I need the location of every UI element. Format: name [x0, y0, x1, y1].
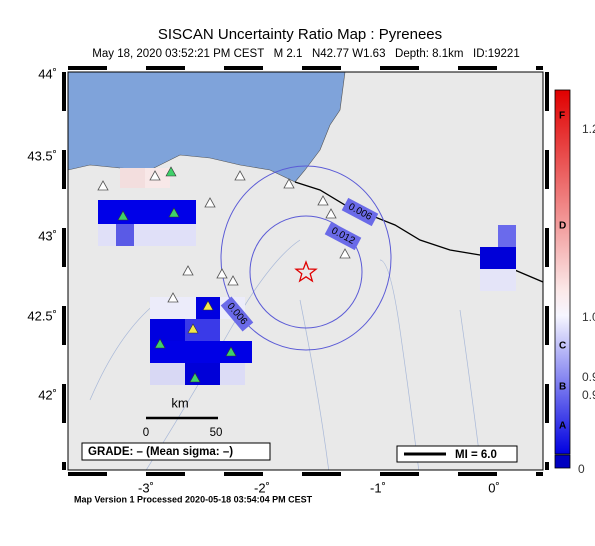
- colorbar-value: 1.0: [582, 310, 595, 324]
- lat-label: 42˚: [38, 387, 57, 402]
- intensity: MI = 6.0: [455, 449, 497, 461]
- colorbar: F D C B A 1.2 1.0 0.9 0.9 0: [554, 89, 595, 476]
- grade-letter: B: [559, 382, 566, 393]
- scale-start: 0: [143, 427, 149, 439]
- map-area: 0.006 0.012 0.006 km 0 50 GRADE: – (Mean…: [68, 72, 543, 470]
- colorbar-value: 0: [578, 462, 585, 476]
- colorbar-value: 0.9: [582, 370, 595, 384]
- lat-label: 43˚: [38, 228, 57, 243]
- subtitle: May 18, 2020 03:52:21 PM CEST M 2.1 N42.…: [92, 48, 519, 60]
- scale-end: 50: [210, 427, 223, 439]
- lon-label: -3˚: [138, 480, 154, 495]
- title: SISCAN Uncertainty Ratio Map : Pyrenees: [158, 26, 442, 43]
- grade-letter: D: [559, 221, 566, 232]
- grade-letter: A: [559, 421, 566, 432]
- lat-label: 43.5˚: [27, 148, 57, 163]
- lon-label: -2˚: [254, 480, 270, 495]
- scale-unit: km: [171, 395, 188, 410]
- colorbar-value: 1.2: [582, 122, 595, 136]
- colorbar-value: 0.9: [582, 388, 595, 402]
- grid-cells: [98, 168, 516, 385]
- lat-label: 44˚: [38, 66, 57, 81]
- grade-letter: F: [559, 111, 565, 122]
- footer: Map Version 1 Processed 2020-05-18 03:54…: [74, 494, 313, 504]
- lon-label: 0˚: [488, 480, 500, 495]
- grade: GRADE: – (Mean sigma: –): [88, 446, 233, 458]
- grade-letter: C: [559, 341, 566, 352]
- lon-label: -1˚: [370, 480, 386, 495]
- epicenter: [294, 260, 318, 283]
- lat-label: 42.5˚: [27, 308, 57, 323]
